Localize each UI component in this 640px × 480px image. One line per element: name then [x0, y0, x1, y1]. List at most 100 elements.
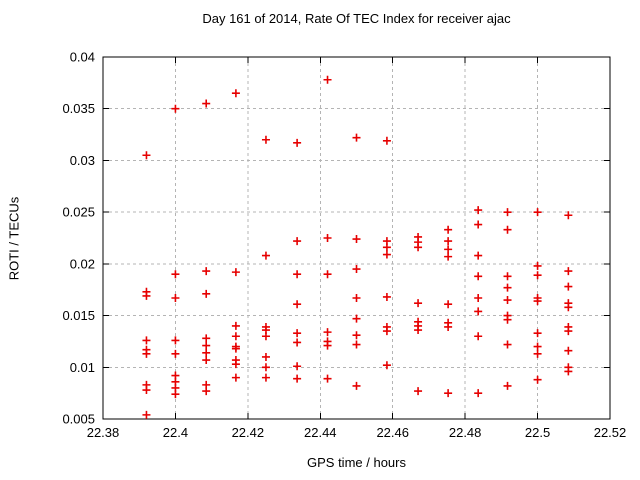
data-point-marker: [352, 381, 361, 390]
data-point-marker: [503, 272, 512, 281]
data-point-marker: [474, 220, 483, 229]
y-tick-label: 0.01: [70, 360, 95, 375]
data-point-marker: [231, 344, 240, 353]
data-point-marker: [564, 327, 573, 336]
data-point-marker: [564, 303, 573, 312]
data-point-marker: [142, 386, 151, 395]
data-point-marker: [293, 374, 302, 383]
data-point-marker: [323, 234, 332, 242]
data-point-marker: [533, 329, 542, 338]
y-tick-label: 0.02: [70, 256, 95, 271]
y-tick-label: 0.005: [62, 412, 95, 427]
data-point-marker: [382, 327, 391, 336]
x-tick-label: 22.46: [376, 425, 409, 440]
data-point-marker: [533, 342, 542, 351]
data-point-marker: [503, 225, 512, 234]
data-point-marker: [202, 356, 211, 365]
data-point-marker: [142, 336, 151, 345]
y-tick-label: 0.03: [70, 153, 95, 168]
data-point-marker: [382, 292, 391, 301]
data-point-marker: [261, 363, 270, 372]
data-point-marker: [414, 299, 423, 308]
data-point-marker: [293, 338, 302, 347]
y-tick-label: 0.035: [62, 101, 95, 116]
data-point-marker: [323, 270, 332, 279]
data-point-marker: [293, 270, 302, 279]
data-point-marker: [142, 349, 151, 358]
y-tick-label: 0.04: [70, 50, 95, 65]
data-point-marker: [202, 267, 211, 276]
x-tick-label: 22.42: [232, 425, 265, 440]
data-point-marker: [503, 283, 512, 292]
data-point-marker: [382, 243, 391, 252]
chart-title: Day 161 of 2014, Rate Of TEC Index for r…: [202, 11, 511, 26]
data-point-marker: [564, 282, 573, 291]
data-point-marker: [231, 89, 240, 98]
data-point-marker: [171, 336, 180, 345]
data-point-marker: [142, 410, 151, 419]
x-axis-label: GPS time / hours: [307, 455, 406, 470]
x-tick-label: 22.52: [594, 425, 627, 440]
data-point-marker: [261, 373, 270, 382]
data-point-marker: [533, 271, 542, 280]
data-point-marker: [474, 293, 483, 302]
x-tick-label: 22.4: [163, 425, 188, 440]
data-point-marker: [171, 270, 180, 279]
x-tick-label: 22.38: [87, 425, 120, 440]
data-point-marker: [323, 341, 332, 350]
data-point-marker: [503, 340, 512, 349]
data-point-marker: [503, 208, 512, 217]
data-point-marker: [444, 225, 453, 234]
data-point-marker: [261, 135, 270, 144]
data-point-marker: [171, 293, 180, 302]
y-axis-label: ROTI / TECUs: [6, 196, 22, 281]
data-point-marker: [533, 375, 542, 384]
data-point-marker: [564, 346, 573, 355]
data-point-marker: [474, 332, 483, 341]
data-point-marker: [352, 293, 361, 302]
data-point-marker: [414, 243, 423, 252]
data-point-marker: [564, 267, 573, 276]
data-point-marker: [231, 332, 240, 341]
data-point-marker: [171, 104, 180, 113]
data-point-marker: [202, 289, 211, 298]
data-point-marker: [202, 341, 211, 350]
data-point-marker: [352, 340, 361, 349]
data-point-marker: [444, 322, 453, 331]
data-point-marker: [202, 387, 211, 396]
data-point-marker: [474, 206, 483, 215]
data-point-marker: [293, 237, 302, 246]
data-point-marker: [444, 245, 453, 254]
data-point-marker: [444, 389, 453, 398]
data-point-marker: [231, 268, 240, 277]
data-point-marker: [564, 367, 573, 376]
data-point-marker: [474, 307, 483, 316]
data-point-marker: [352, 331, 361, 340]
data-point-marker: [261, 332, 270, 341]
data-point-marker: [444, 252, 453, 261]
x-tick-label: 22.5: [525, 425, 550, 440]
data-point-marker: [261, 352, 270, 361]
data-point-marker: [261, 251, 270, 260]
data-point-marker: [142, 291, 151, 300]
data-point-marker: [231, 321, 240, 330]
data-point-marker: [202, 334, 211, 343]
data-point-marker: [382, 250, 391, 259]
data-point-marker: [352, 235, 361, 244]
data-point-marker: [293, 138, 302, 147]
plot-border: [102, 56, 611, 420]
data-point-marker: [414, 387, 423, 396]
data-point-marker: [474, 272, 483, 281]
data-point-marker: [293, 300, 302, 309]
data-point-marker: [382, 136, 391, 145]
data-point-marker: [474, 389, 483, 398]
data-point-marker: [323, 328, 332, 337]
x-tick-label: 22.48: [449, 425, 482, 440]
data-point-marker: [414, 326, 423, 335]
data-point-marker: [382, 361, 391, 370]
data-point-marker: [352, 314, 361, 323]
x-tick-label: 22.44: [304, 425, 337, 440]
data-point-marker: [293, 329, 302, 338]
